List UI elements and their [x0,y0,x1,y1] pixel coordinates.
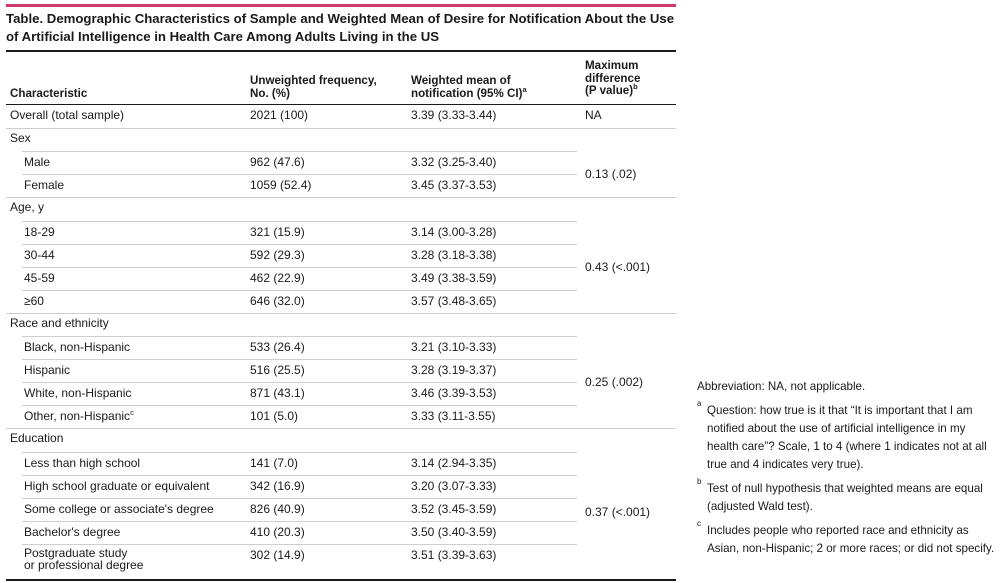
row-divider [22,359,577,361]
row-mean: 3.52 (3.45-3.59) [411,501,497,516]
row-frequency: 1059 (52.4) [250,178,312,193]
row-mean: 3.50 (3.40-3.59) [411,524,497,539]
row-divider [22,336,577,337]
row-label: Postgraduate study or professional degree [24,545,144,572]
group-difference: 0.37 (<.001) [585,505,651,520]
row-frequency: 516 (25.5) [250,363,305,378]
overall-label: Overall (total sample) [10,108,125,122]
row-frequency: 592 (29.3) [250,247,305,262]
row-divider [22,382,577,384]
row-label: 18-29 [24,224,55,239]
group-label: Race and ethnicity [10,315,109,330]
footnote-c: c Includes people who reported race and e… [697,519,995,556]
row-label: White, non-Hispanic [24,386,132,401]
row-label: Female [24,178,65,193]
row-label: Bachelor's degree [24,524,121,539]
row-frequency: 321 (15.9) [250,224,305,239]
row-label: Black, non-Hispanic [24,340,131,354]
row-divider [22,220,577,222]
row-label: Male [24,155,51,170]
row-divider [22,266,577,268]
group-divider [6,197,676,199]
row-mean: 3.46 (3.39-3.53) [411,386,497,401]
row-divider [22,543,577,545]
row-mean: 3.51 (3.39-3.63) [411,547,497,562]
group-divider [6,312,676,314]
footnote-a: a Question: how true is it that “It is im… [697,399,987,472]
row-mean: 3.28 (3.19-3.37) [411,363,497,378]
group-difference: 0.13 (.02) [585,167,637,182]
row-divider [22,451,577,453]
row-frequency: 962 (47.6) [250,155,305,170]
row-mean: 3.57 (3.48-3.65) [411,293,497,308]
row-frequency: 141 (7.0) [250,455,299,470]
row-mean: 3.49 (3.38-3.59) [411,270,497,285]
row-frequency: 826 (40.9) [250,501,305,516]
row-frequency: 533 (26.4) [250,340,305,354]
row-frequency: 410 (20.3) [250,524,305,539]
group-label: Education [10,431,64,446]
row-mean: 3.14 (2.94-3.35) [411,455,497,470]
row-frequency: 101 (5.0) [250,409,299,424]
footnote-b: b Test of null hypothesis that weighted m… [697,477,983,514]
row-divider [22,243,577,245]
row-mean: 3.32 (3.25-3.40) [411,155,497,170]
row-label: Less than high school [24,455,141,470]
group-difference: 0.43 (<.001) [585,259,651,274]
row-frequency: 646 (32.0) [250,293,305,308]
row-mean: 3.33 (3.11-3.55) [411,409,496,424]
row-frequency: 342 (16.9) [250,478,305,493]
footnotes: Abbreviation: NA, not applicable. a Quest… [697,378,997,558]
row-mean: 3.45 (3.37-3.53) [411,178,497,193]
group-label: Age, y [10,200,45,215]
group-difference: 0.25 (.002) [585,375,644,390]
row-frequency: 462 (22.9) [250,270,305,285]
table-bottom-rule [6,579,676,581]
row-label: Other, non-Hispanicc [24,408,134,424]
row-label: 30-44 [24,247,55,262]
group-divider [6,428,676,430]
row-mean: 3.14 (3.00-3.28) [411,224,497,239]
title-accent-bar [6,4,676,7]
group-label: Sex [10,131,31,146]
row-divider [22,289,577,291]
row-label: ≥60 [24,293,44,308]
row-divider [22,497,577,499]
overall-frequency: 2021 (100) [250,108,309,122]
overall-difference: NA [585,108,602,122]
overall-mean: 3.39 (3.33-3.44) [411,108,497,122]
header-bottom-rule [6,104,676,105]
row-mean: 3.20 (3.07-3.33) [411,478,497,493]
column-header-characteristic: Characteristic [10,87,88,100]
row-frequency: 302 (14.9) [250,547,305,562]
row-divider [22,520,577,522]
table-title: Table. Demographic Characteristics of Sa… [6,11,675,44]
row-divider [6,128,676,130]
footnote-abbreviation: Abbreviation: NA, not applicable. [697,380,866,393]
column-header-difference: Maximum difference (P value)b [585,59,641,97]
column-header-frequency: Unweighted frequency, No. (%) [250,74,377,100]
row-divider [22,151,577,153]
column-header-mean: Weighted mean of notification (95% CI)a [411,74,527,100]
row-label: Some college or associate's degree [24,501,214,516]
row-mean: 3.28 (3.18-3.38) [411,247,497,262]
row-divider [22,474,577,476]
header-top-rule [6,50,676,52]
row-mean: 3.21 (3.10-3.33) [411,340,497,354]
row-divider [22,405,577,407]
row-frequency: 871 (43.1) [250,386,305,401]
row-divider [22,174,577,176]
row-label: 45-59 [24,270,55,285]
row-label: High school graduate or equivalent [24,478,210,493]
row-label: Hispanic [24,363,71,378]
